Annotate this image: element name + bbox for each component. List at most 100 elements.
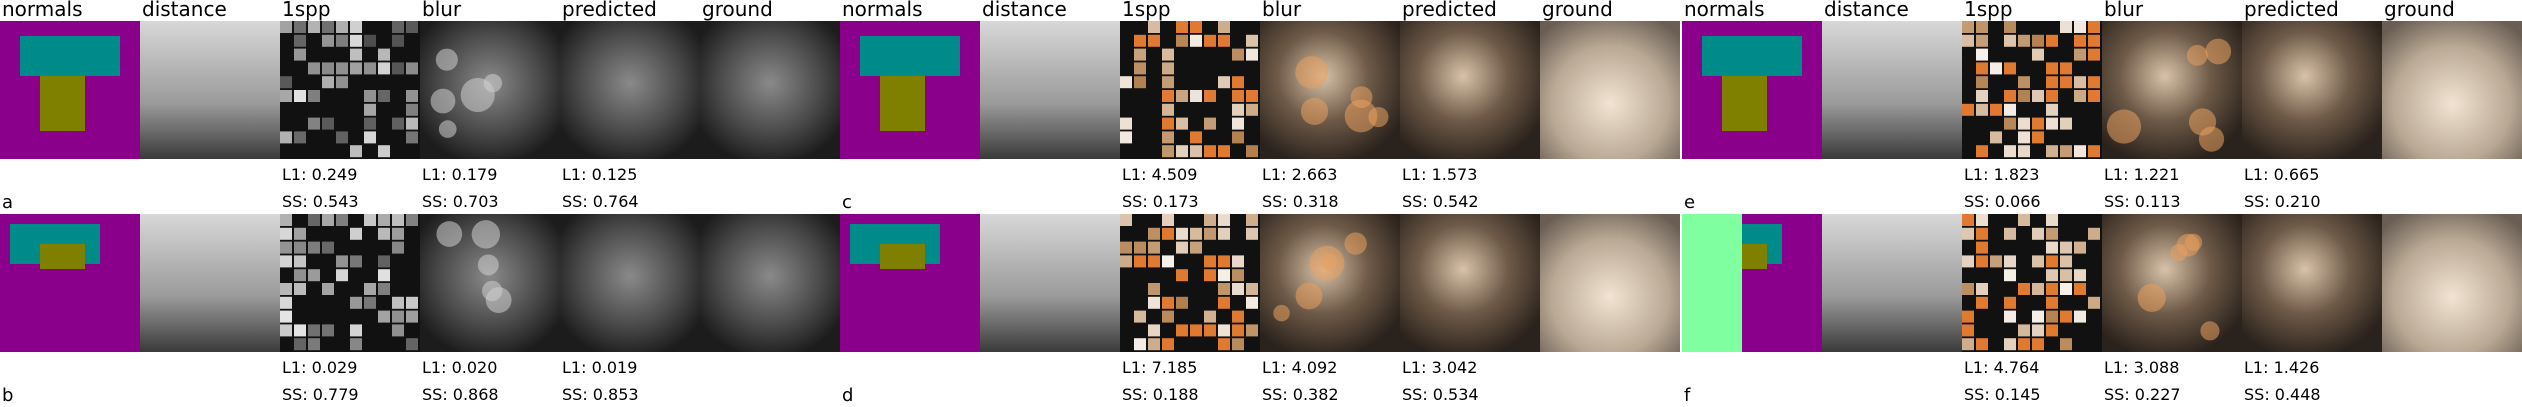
blur-blob <box>2184 233 2203 251</box>
noise-pixel <box>294 131 306 144</box>
noise-pixel <box>392 241 404 254</box>
noise-pixel <box>2088 145 2100 158</box>
noise-pixel <box>350 227 362 240</box>
thumbnail <box>1962 21 2102 159</box>
noise-pixel <box>1976 296 1988 309</box>
noise-pixel <box>378 269 390 282</box>
noise-pixel <box>308 21 320 33</box>
noise-pixel <box>1232 103 1244 116</box>
noise-pixel <box>2018 338 2030 351</box>
noise-pixel <box>1990 131 2002 144</box>
noise-pixel <box>364 117 376 130</box>
noise-pixel <box>1120 131 1132 144</box>
noise-pixel <box>1246 283 1258 295</box>
thumbnail <box>1120 214 1260 352</box>
noise-pixel <box>1120 241 1132 254</box>
thumbnail <box>1260 214 1400 352</box>
thumbnail <box>420 214 560 352</box>
column-header: distance <box>982 0 1067 21</box>
thumbnail <box>1540 214 1680 352</box>
render-image <box>1260 214 1400 352</box>
metric-ss: SS: 0.173 <box>1122 192 1199 211</box>
noise-pixel <box>2004 103 2016 116</box>
thumbnail <box>1260 21 1400 159</box>
noise-pixel <box>2018 34 2030 47</box>
noise-pixel <box>1246 227 1258 240</box>
noise-pixel <box>1246 103 1258 116</box>
noise-pixel <box>1176 269 1188 282</box>
distance-image <box>1822 21 1962 159</box>
noise-pixel <box>1218 269 1230 282</box>
noise-pixel <box>1148 227 1160 240</box>
noise-pixel <box>2046 34 2058 47</box>
noise-pixel <box>1218 34 1230 47</box>
noise-pixel <box>2032 310 2044 323</box>
thumbnail <box>700 214 840 352</box>
noise-pixel <box>1962 227 1974 240</box>
noise-pixel <box>392 324 404 337</box>
noise-pixel <box>406 62 418 75</box>
noise-pixel <box>280 214 292 226</box>
blur-blob <box>2198 126 2225 152</box>
noise-pixel <box>1990 103 2002 116</box>
noise-pixel <box>1246 90 1258 102</box>
normals-region <box>40 244 85 269</box>
render-image <box>560 214 700 352</box>
noise-pixel <box>1204 214 1216 226</box>
blur-blob <box>1295 56 1328 89</box>
noise-pixel <box>336 21 348 33</box>
noise-pixel <box>2032 117 2044 130</box>
noise-pixel <box>350 145 362 158</box>
noise-pixel <box>378 48 390 61</box>
column-header: blur <box>1262 0 1302 21</box>
noise-pixel <box>364 103 376 116</box>
noise-pixel <box>280 131 292 144</box>
noise-pixel <box>322 214 334 226</box>
noise-pixel <box>336 269 348 282</box>
column-header: normals <box>2 0 83 21</box>
noise-pixel <box>392 227 404 240</box>
render-image <box>700 214 840 352</box>
column-header: predicted <box>2244 0 2339 21</box>
metric-ss: SS: 0.145 <box>1964 385 2041 404</box>
normals-region <box>20 36 120 76</box>
noise-pixel <box>1176 296 1188 309</box>
thumbnail <box>0 214 140 352</box>
noise-pixel <box>1190 131 1202 144</box>
noise-pixel <box>2060 21 2072 33</box>
noise-pixel <box>1148 338 1160 351</box>
noise-pixel <box>1162 310 1174 323</box>
noise-pixel <box>280 283 292 295</box>
noise-pixel <box>2046 145 2058 158</box>
noise-pixel <box>1976 34 1988 47</box>
noise-pixel <box>1246 214 1258 226</box>
blur-blob <box>477 254 499 276</box>
noise-pixel <box>1246 296 1258 309</box>
noise-pixel <box>1190 324 1202 337</box>
metric-l1: L1: 2.663 <box>1262 165 1337 184</box>
noise-pixel <box>1976 76 1988 89</box>
noise-pixel <box>2074 145 2086 158</box>
blur-blob <box>1273 304 1290 322</box>
noise-pixel <box>280 21 292 33</box>
thumbnail <box>1822 21 1962 159</box>
noise-pixel <box>308 90 320 102</box>
metric-l1: L1: 3.088 <box>2104 358 2179 377</box>
noise-pixel <box>1120 255 1132 268</box>
noise-pixel <box>1232 310 1244 323</box>
noise-pixel <box>2018 145 2030 158</box>
noise-pixel <box>1218 283 1230 295</box>
noise-pixel <box>1176 21 1188 33</box>
metric-ss: SS: 0.066 <box>1964 192 2041 211</box>
noise-pixel <box>1976 283 1988 295</box>
noise-pixel <box>322 62 334 75</box>
noise-pixel <box>350 324 362 337</box>
noise-pixel <box>1162 296 1174 309</box>
noise-pixel <box>1148 283 1160 295</box>
noise-pixel <box>2046 283 2058 295</box>
noise-pixel <box>2046 214 2058 226</box>
noise-pixel <box>2032 227 2044 240</box>
thumbnail <box>2382 21 2522 159</box>
noise-pixel <box>2004 227 2016 240</box>
